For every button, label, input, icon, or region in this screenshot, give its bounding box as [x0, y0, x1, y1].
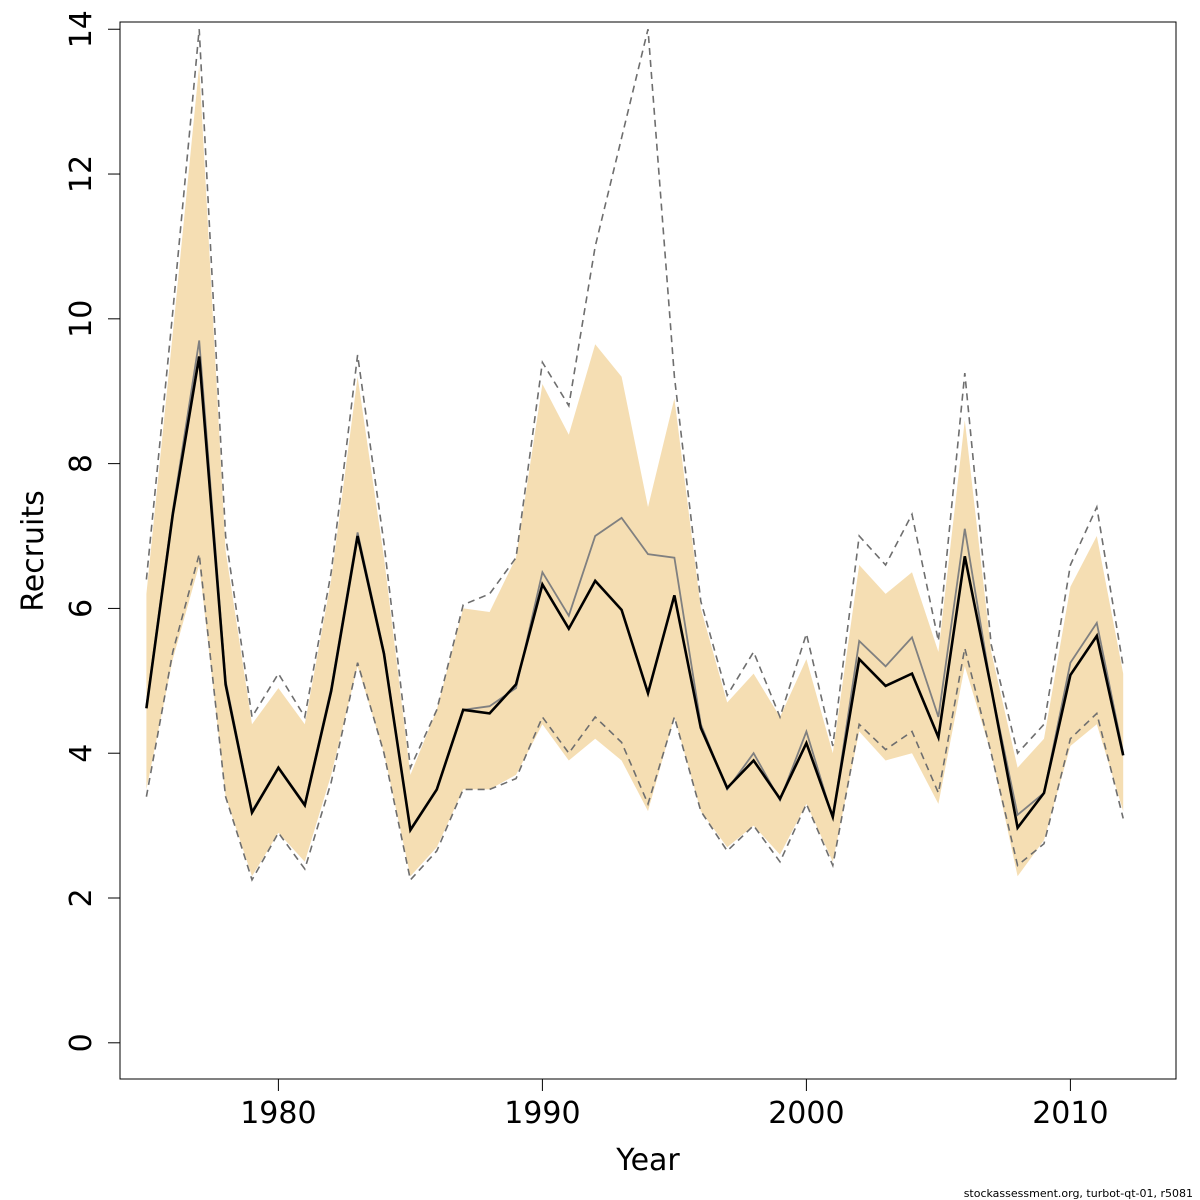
lower-bound-line — [145, 553, 1124, 882]
estimate-line — [145, 356, 1125, 834]
plot-area — [145, 29, 1125, 882]
y-tick-label: 10 — [64, 300, 99, 338]
confidence-band — [146, 65, 1124, 877]
y-tick-label: 14 — [64, 10, 99, 48]
y-tick-label: 6 — [64, 599, 99, 618]
x-tick-label: 2010 — [1032, 1096, 1108, 1131]
x-tick-label: 1990 — [504, 1096, 580, 1131]
upper-bound-line — [145, 29, 1124, 771]
x-tick-label: 1980 — [240, 1096, 316, 1131]
credit-text: stockassessment.org, turbot-qt-01, r5081 — [964, 1187, 1193, 1200]
y-tick-label: 12 — [64, 155, 99, 193]
x-tick-label: 2000 — [768, 1096, 844, 1131]
y-axis-title: Recruits — [16, 490, 51, 612]
x-axis-title: Year — [615, 1143, 680, 1178]
y-tick-label: 4 — [64, 744, 99, 763]
plot-frame — [119, 21, 1177, 1080]
y-tick-label: 8 — [64, 454, 99, 473]
axes: 0 2 4 6 8 10 12 14 1980 1990 2000 2010 — [64, 10, 1109, 1131]
y-tick-label: 0 — [64, 1033, 99, 1052]
y-tick-label: 2 — [64, 888, 99, 907]
